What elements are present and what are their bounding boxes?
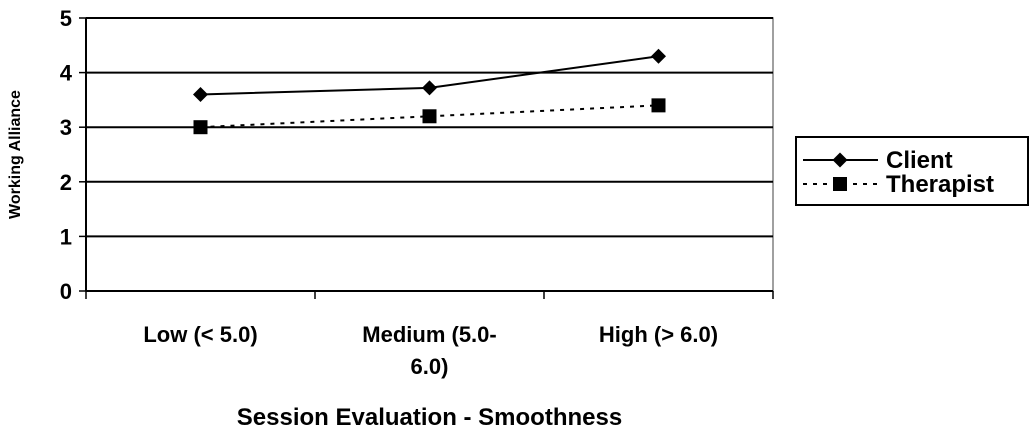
y-tick-label-0: 0 [60, 279, 72, 304]
legend-box [795, 136, 1029, 206]
series-group [193, 48, 666, 135]
legend-label-client: Client [886, 147, 953, 174]
plot-area-frame [85, 17, 774, 292]
series-point-client-0 [193, 86, 208, 102]
legend-marker-therapist [833, 177, 847, 191]
x-category-label-1: Medium (5.0-6.0) [362, 322, 496, 379]
legend-label-therapist: Therapist [886, 171, 994, 198]
series-point-client-1 [422, 80, 437, 96]
y-tick-label-3: 3 [60, 115, 72, 140]
series-point-therapist-1 [422, 109, 437, 124]
y-tick-label-2: 2 [60, 170, 72, 195]
x-category-label-0: Low (< 5.0) [143, 322, 257, 347]
y-tick-label-5: 5 [60, 6, 72, 31]
gridlines [79, 17, 773, 292]
y-axis-title: Working Alliance [7, 90, 24, 219]
x-category-labels: Low (< 5.0) Medium (5.0-6.0) High (> 6.0) [143, 322, 718, 379]
axes [85, 18, 774, 299]
y-tick-label-4: 4 [60, 61, 73, 86]
series-point-therapist-0 [193, 120, 208, 135]
x-axis-title: Session Evaluation - Smoothness [237, 404, 622, 431]
y-tick-labels: 0 1 2 3 4 5 [60, 6, 73, 304]
series-point-client-2 [651, 48, 666, 64]
x-category-label-2: High (> 6.0) [599, 322, 718, 347]
y-tick-label-1: 1 [60, 224, 72, 249]
legend-marker-client [832, 152, 848, 168]
series-point-therapist-2 [651, 98, 666, 113]
series-line-therapist [200, 104, 659, 129]
